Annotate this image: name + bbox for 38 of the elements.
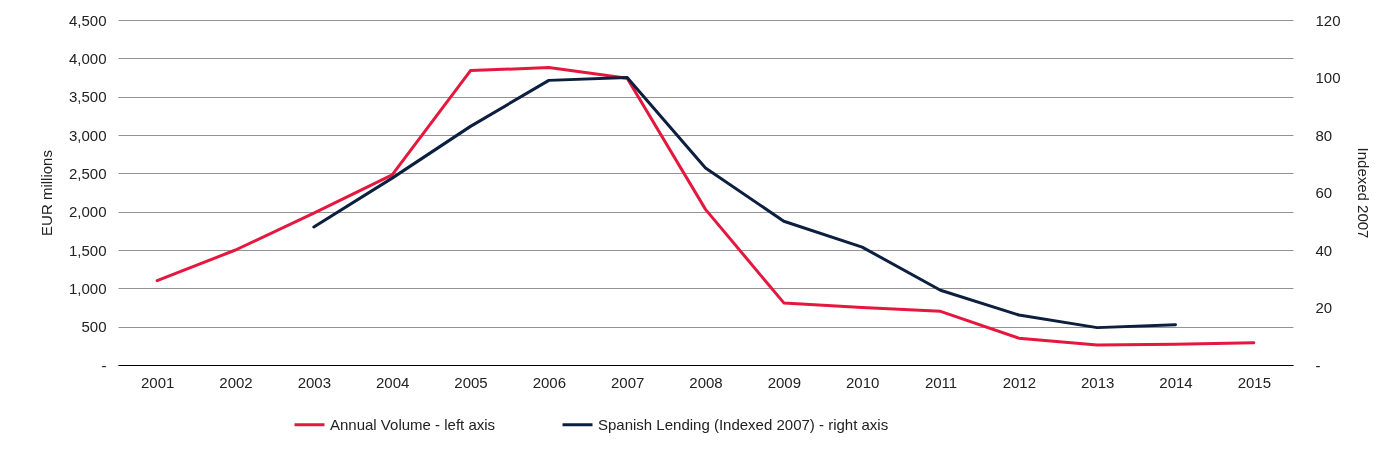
- y-tick-label: 2,500: [68, 164, 107, 182]
- x-tick-label: 2015: [1237, 373, 1272, 391]
- y-tick-label: 1,000: [68, 279, 107, 297]
- y-tick-label: 3,500: [68, 88, 107, 106]
- x-tick-label: 2014: [1159, 373, 1193, 391]
- x-tick-label: 2012: [1002, 373, 1037, 391]
- y-tick-label: 4,000: [68, 49, 107, 67]
- x-tick-label: 2003: [297, 373, 332, 391]
- y-tick-label: 1,500: [68, 241, 107, 259]
- line-series: [155, 66, 1256, 347]
- y2-tick-label: 20: [1315, 299, 1333, 316]
- x-tick-label: 2009: [767, 373, 802, 391]
- y-tick-label: 3,000: [68, 126, 107, 144]
- y2-tick-label: 120: [1315, 11, 1341, 29]
- legend-label: Spanish Lending (Indexed 2007) - right axis: [598, 415, 889, 433]
- x-tick-label: 2001: [140, 373, 175, 391]
- x-tick-label: 2010: [845, 373, 880, 391]
- x-tick-label: 2013: [1080, 373, 1115, 391]
- y-tick-label: 500: [81, 318, 107, 336]
- y-tick-label: 4,500: [68, 11, 107, 29]
- y-tick-label: 2,000: [68, 203, 107, 221]
- y2-tick-label: 100: [1315, 69, 1341, 86]
- line-series: [312, 76, 1177, 330]
- y-axis-title: EUR millions: [37, 150, 55, 236]
- x-tick-label: 2002: [219, 373, 253, 391]
- x-tick-label: 2008: [689, 373, 723, 391]
- x-tick-label: 2006: [532, 373, 567, 391]
- x-tick-label: 2004: [375, 373, 410, 391]
- y2-tick-label: 60: [1315, 184, 1333, 201]
- x-tick-label: 2007: [610, 373, 645, 391]
- y2-axis-title: Indexed 2007: [1354, 147, 1372, 239]
- legend-label: Annual Volume - left axis: [330, 415, 496, 433]
- x-tick-label: 2005: [454, 373, 488, 391]
- y2-tick-label: 80: [1315, 126, 1333, 144]
- y-tick-label: -: [101, 356, 107, 374]
- y2-tick-label: -: [1315, 356, 1321, 374]
- x-tick-label: 2011: [924, 373, 958, 391]
- y2-tick-label: 40: [1315, 241, 1333, 259]
